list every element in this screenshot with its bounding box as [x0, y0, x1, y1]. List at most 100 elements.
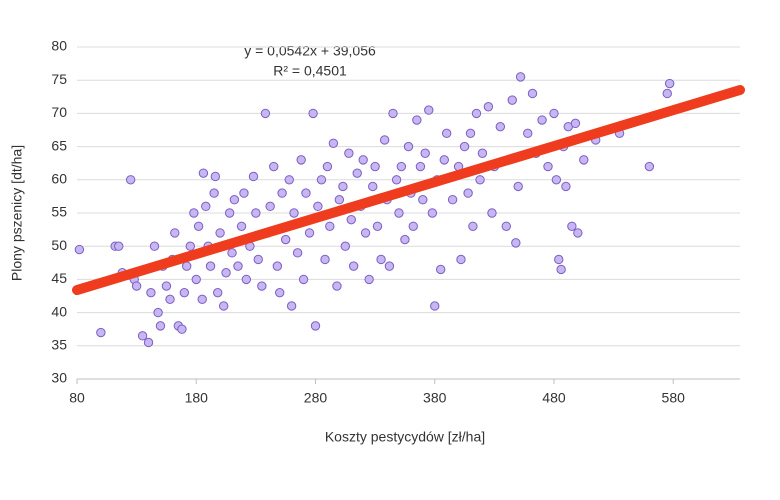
- point: [430, 301, 440, 311]
- point: [149, 241, 160, 251]
- point: [114, 241, 124, 251]
- point: [239, 188, 249, 198]
- point: [370, 161, 380, 172]
- point: [227, 248, 237, 258]
- point: [213, 287, 223, 298]
- point: [325, 221, 335, 231]
- y-tick-label: 80: [51, 38, 67, 54]
- y-tick-label: 40: [51, 303, 67, 319]
- point: [376, 254, 386, 265]
- y-tick-label: 70: [51, 104, 67, 120]
- point: [275, 287, 285, 298]
- point: [662, 88, 672, 99]
- point: [344, 148, 354, 158]
- x-tick-label: 180: [185, 390, 209, 406]
- point: [644, 161, 655, 172]
- point: [177, 324, 187, 334]
- point: [241, 274, 252, 285]
- point: [253, 254, 263, 265]
- point: [185, 241, 195, 251]
- point: [233, 261, 243, 271]
- point: [170, 228, 180, 238]
- point: [210, 171, 221, 182]
- x-tick-label: 280: [304, 390, 328, 406]
- point: [549, 108, 559, 119]
- point: [218, 301, 229, 311]
- point: [384, 261, 395, 271]
- point: [189, 208, 199, 218]
- point: [296, 155, 306, 165]
- point: [338, 181, 348, 192]
- point: [322, 161, 333, 172]
- point: [161, 281, 172, 291]
- point: [272, 261, 283, 271]
- point: [412, 115, 422, 125]
- point: [456, 254, 466, 265]
- point: [570, 118, 581, 129]
- point: [165, 294, 175, 305]
- point: [251, 208, 261, 218]
- point: [201, 201, 211, 212]
- point: [316, 175, 327, 185]
- y-tick-label: 60: [51, 171, 67, 187]
- point: [471, 108, 482, 119]
- point: [191, 274, 201, 285]
- point: [554, 254, 564, 265]
- point: [459, 141, 470, 152]
- point: [143, 337, 154, 348]
- point: [304, 228, 315, 238]
- point: [340, 241, 351, 251]
- x-tick-label: 480: [542, 390, 566, 406]
- point: [313, 201, 323, 212]
- point: [447, 195, 458, 205]
- point: [248, 171, 259, 182]
- point: [153, 307, 163, 318]
- trendline: [72, 84, 745, 296]
- point: [292, 248, 303, 258]
- point: [372, 221, 383, 231]
- point: [379, 135, 390, 145]
- y-tick-label: 50: [51, 237, 67, 253]
- point: [495, 121, 506, 132]
- point: [179, 287, 190, 298]
- point: [224, 208, 235, 218]
- point: [415, 161, 426, 172]
- point: [523, 128, 533, 139]
- point: [280, 234, 291, 245]
- point: [441, 128, 452, 139]
- point: [418, 195, 428, 205]
- point: [215, 228, 225, 238]
- point: [346, 214, 356, 225]
- point: [400, 234, 410, 245]
- point: [487, 208, 497, 218]
- point: [155, 321, 166, 331]
- point: [205, 261, 216, 271]
- point: [286, 301, 297, 311]
- point: [527, 88, 538, 99]
- point: [308, 108, 318, 119]
- x-axis-title: Koszty pestycydów [zł/ha]: [325, 429, 485, 445]
- point: [537, 115, 547, 125]
- point: [221, 268, 231, 278]
- y-tick-label: 45: [51, 270, 67, 286]
- point: [439, 155, 449, 165]
- y-tick-label: 75: [51, 71, 67, 87]
- point: [543, 161, 553, 172]
- point: [310, 321, 321, 331]
- point: [125, 175, 136, 185]
- point: [424, 105, 434, 115]
- point: [364, 274, 374, 285]
- point: [236, 221, 247, 231]
- y-axis-title: Plony pszenicy [dt/ha]: [9, 145, 25, 281]
- point: [396, 161, 407, 172]
- point: [391, 175, 402, 185]
- point: [477, 148, 488, 158]
- point: [193, 221, 204, 231]
- point: [501, 221, 511, 231]
- point: [197, 294, 207, 305]
- point: [269, 161, 279, 172]
- point: [358, 155, 368, 165]
- point: [664, 78, 675, 89]
- x-tick-label: 580: [662, 390, 686, 406]
